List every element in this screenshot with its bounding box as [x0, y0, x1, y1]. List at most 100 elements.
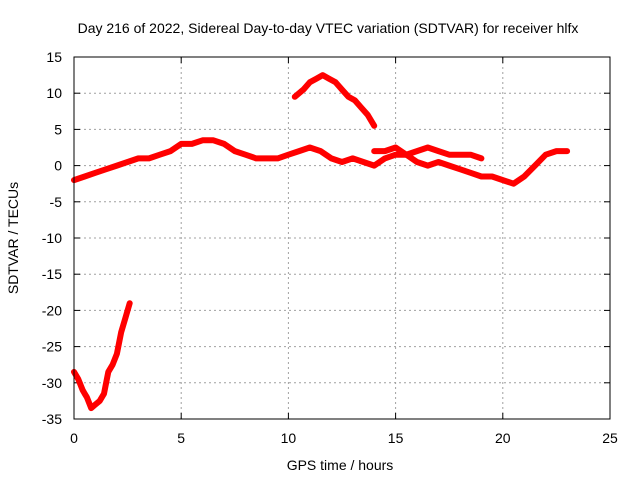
data-point	[425, 145, 431, 150]
data-point	[414, 159, 420, 165]
y-tick-label: 10	[46, 85, 62, 101]
y-tick-label: 0	[54, 158, 62, 174]
data-point	[292, 94, 298, 100]
data-point	[178, 141, 184, 147]
data-point	[403, 152, 409, 158]
data-point	[101, 391, 107, 397]
data-point	[382, 148, 388, 154]
x-tick-label: 15	[388, 430, 404, 446]
data-point	[123, 315, 128, 321]
data-point	[307, 145, 313, 150]
data-point	[360, 159, 366, 165]
data-point	[468, 152, 474, 158]
data-point	[436, 148, 441, 154]
data-point	[425, 163, 431, 169]
data-point	[114, 351, 120, 357]
data-point	[339, 159, 345, 165]
data-point	[275, 155, 281, 161]
data-point	[478, 155, 484, 161]
data-point	[457, 166, 463, 172]
data-point	[114, 163, 120, 169]
y-tick-label: -30	[42, 375, 62, 391]
data-point	[232, 148, 238, 154]
y-axis-label: SDTVAR / TECUs	[5, 182, 21, 294]
plot-frame	[73, 56, 611, 420]
data-point	[168, 148, 173, 154]
data-point	[118, 329, 124, 335]
data-point	[358, 105, 364, 111]
data-point	[307, 79, 313, 85]
data-point	[146, 155, 152, 161]
data-point	[210, 137, 216, 143]
data-point	[300, 87, 306, 93]
data-point	[105, 369, 111, 375]
data-point	[82, 174, 88, 179]
data-point	[371, 123, 377, 129]
data-point	[82, 391, 88, 397]
data-point	[125, 159, 131, 165]
data-point	[326, 76, 332, 82]
data-point	[500, 177, 506, 183]
data-point	[243, 152, 248, 158]
data-point	[253, 155, 259, 161]
data-point	[157, 152, 163, 158]
data-point	[468, 170, 474, 176]
data-point	[135, 155, 141, 161]
data-point	[313, 76, 319, 82]
data-point	[350, 155, 356, 161]
chart-title: Day 216 of 2022, Sidereal Day-to-day VTE…	[78, 20, 579, 36]
data-point	[318, 148, 324, 154]
y-tick-label: -35	[42, 411, 62, 427]
data-point	[532, 163, 538, 169]
data-point	[382, 155, 388, 161]
y-tick-label: -5	[50, 194, 63, 210]
data-point	[92, 402, 98, 407]
data-point	[365, 112, 371, 118]
data-point	[371, 148, 377, 154]
x-axis-label: GPS time / hours	[287, 457, 394, 473]
y-tick-label: -10	[42, 230, 62, 246]
data-point	[352, 97, 358, 103]
data-point	[84, 394, 90, 400]
data-point	[564, 148, 570, 154]
data-point	[285, 152, 291, 158]
data-point	[339, 87, 345, 93]
data-point	[320, 72, 326, 78]
data-point	[446, 152, 452, 158]
data-point	[393, 152, 399, 158]
data-point	[371, 163, 377, 169]
x-tick-label: 0	[70, 430, 78, 446]
data-point	[80, 387, 86, 393]
data-point	[553, 148, 559, 154]
data-point	[97, 398, 103, 404]
x-tick-label: 25	[602, 430, 618, 446]
data-point	[543, 152, 549, 158]
y-tick-label: -20	[42, 302, 62, 318]
data-point	[345, 94, 351, 100]
data-point	[489, 174, 495, 179]
data-point	[189, 141, 195, 147]
data-point	[75, 376, 81, 382]
data-point	[221, 141, 227, 147]
data-point	[264, 155, 270, 161]
x-tick-label: 5	[177, 430, 185, 446]
data-point	[127, 300, 133, 306]
data-point	[393, 145, 399, 150]
data-point	[92, 170, 98, 176]
series-layer	[71, 72, 571, 412]
y-tick-label: 15	[46, 49, 62, 65]
data-point	[457, 152, 463, 158]
x-tick-label: 10	[281, 430, 297, 446]
data-point	[521, 174, 527, 179]
data-point	[328, 155, 334, 161]
y-tick-label: -15	[42, 266, 62, 282]
data-point	[110, 362, 116, 368]
data-point	[436, 159, 441, 165]
data-point	[414, 148, 420, 154]
data-point	[333, 79, 339, 85]
data-point	[446, 163, 452, 169]
data-point	[478, 174, 484, 179]
y-tick-label: -25	[42, 339, 62, 355]
